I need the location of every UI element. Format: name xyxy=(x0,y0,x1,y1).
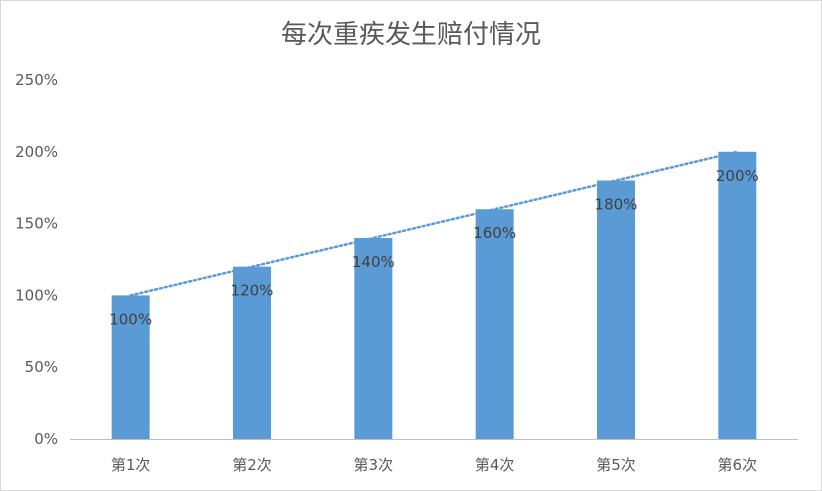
x-tick-label: 第5次 xyxy=(596,456,636,474)
data-label-3: 140% xyxy=(352,253,395,271)
y-tick-label: 0% xyxy=(34,430,58,448)
x-tick-label: 第2次 xyxy=(232,456,272,474)
trendline xyxy=(129,150,739,297)
y-tick-label: 200% xyxy=(15,143,58,161)
data-label-2: 120% xyxy=(231,282,274,300)
y-tick-label: 250% xyxy=(15,71,58,89)
y-tick-label: 50% xyxy=(25,358,58,376)
bar-5 xyxy=(597,180,635,439)
x-tick-label: 第6次 xyxy=(718,456,758,474)
y-tick-label: 150% xyxy=(15,215,58,233)
x-tick-label: 第3次 xyxy=(354,456,394,474)
bar-2 xyxy=(233,266,271,439)
bar-1 xyxy=(111,295,150,439)
bar-3 xyxy=(354,237,393,439)
bar-4 xyxy=(475,209,514,439)
data-label-1: 100% xyxy=(109,310,152,328)
chart-title: 每次重疾发生赔付情况 xyxy=(280,20,541,50)
data-label-5: 180% xyxy=(595,196,638,214)
x-tick-label: 第1次 xyxy=(111,456,151,474)
data-label-4: 160% xyxy=(473,224,516,242)
x-tick-label: 第4次 xyxy=(475,456,515,474)
y-tick-label: 100% xyxy=(15,286,58,304)
data-label-6: 200% xyxy=(716,167,759,185)
bar-6 xyxy=(718,151,757,440)
